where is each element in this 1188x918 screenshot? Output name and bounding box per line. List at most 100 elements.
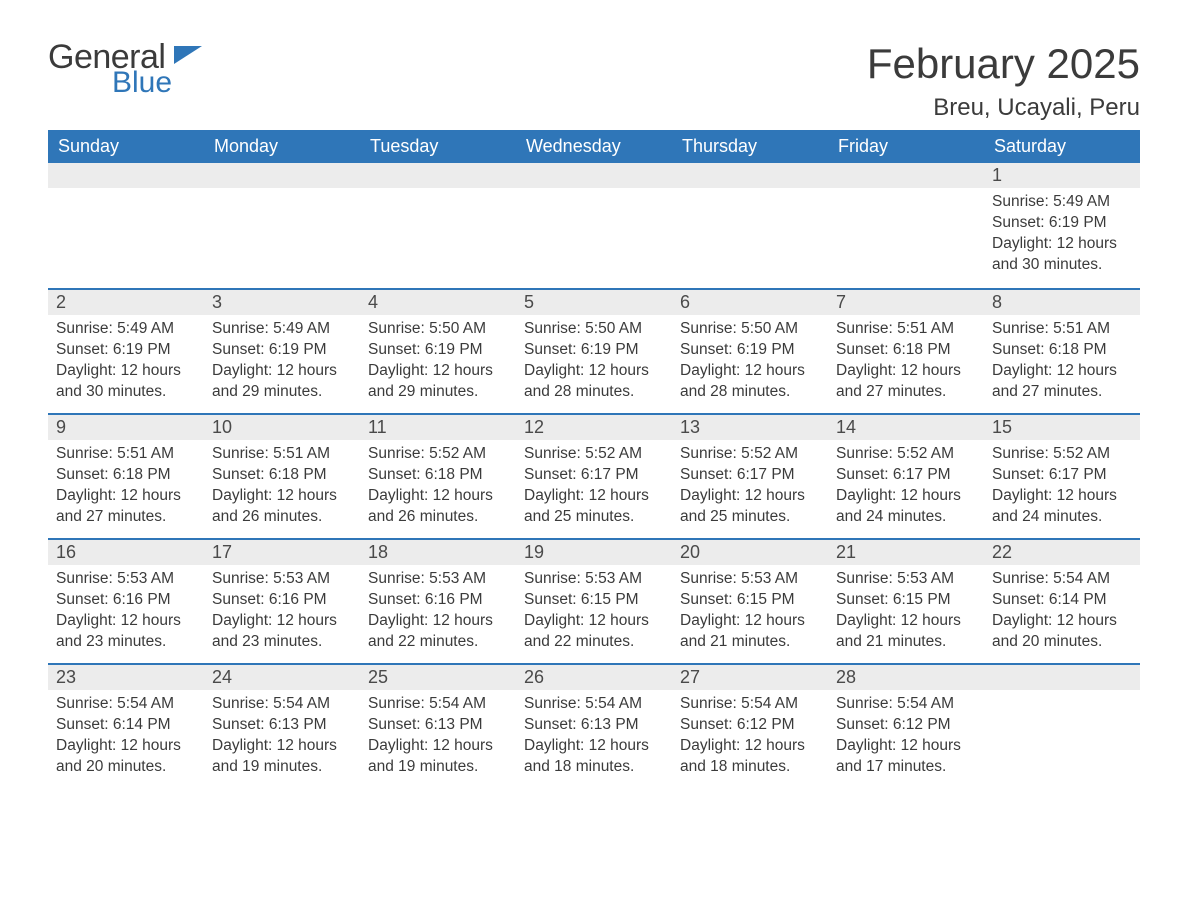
day-number-bar-empty — [984, 663, 1140, 690]
day-number: 23 — [48, 663, 204, 690]
sunset-line: Sunset: 6:19 PM — [56, 340, 196, 361]
calendar-empty-cell — [204, 163, 360, 288]
day-details: Sunrise: 5:51 AMSunset: 6:18 PMDaylight:… — [828, 315, 984, 411]
logo-text: General Blue — [48, 40, 172, 98]
day-number: 7 — [828, 288, 984, 315]
day-number-bar-empty — [48, 163, 204, 188]
sunrise-line: Sunrise: 5:50 AM — [680, 319, 820, 340]
calendar-day-cell: 15Sunrise: 5:52 AMSunset: 6:17 PMDayligh… — [984, 413, 1140, 538]
calendar-day-cell: 22Sunrise: 5:54 AMSunset: 6:14 PMDayligh… — [984, 538, 1140, 663]
daylight-line: Daylight: 12 hours and 29 minutes. — [368, 361, 508, 403]
sunset-line: Sunset: 6:17 PM — [680, 465, 820, 486]
day-body-empty — [204, 188, 360, 278]
daylight-line: Daylight: 12 hours and 28 minutes. — [524, 361, 664, 403]
daylight-line: Daylight: 12 hours and 24 minutes. — [992, 486, 1132, 528]
calendar-day-cell: 4Sunrise: 5:50 AMSunset: 6:19 PMDaylight… — [360, 288, 516, 413]
daylight-line: Daylight: 12 hours and 25 minutes. — [680, 486, 820, 528]
sunrise-line: Sunrise: 5:54 AM — [680, 694, 820, 715]
day-body-empty — [828, 188, 984, 278]
sunrise-line: Sunrise: 5:53 AM — [680, 569, 820, 590]
day-details: Sunrise: 5:54 AMSunset: 6:14 PMDaylight:… — [984, 565, 1140, 661]
day-details: Sunrise: 5:52 AMSunset: 6:17 PMDaylight:… — [984, 440, 1140, 536]
calendar-empty-cell — [360, 163, 516, 288]
day-details: Sunrise: 5:54 AMSunset: 6:13 PMDaylight:… — [204, 690, 360, 786]
daylight-line: Daylight: 12 hours and 27 minutes. — [836, 361, 976, 403]
sunset-line: Sunset: 6:14 PM — [992, 590, 1132, 611]
day-number: 19 — [516, 538, 672, 565]
weekday-header: Tuesday — [360, 130, 516, 163]
sunset-line: Sunset: 6:12 PM — [680, 715, 820, 736]
calendar-empty-cell — [828, 163, 984, 288]
day-details: Sunrise: 5:49 AMSunset: 6:19 PMDaylight:… — [48, 315, 204, 411]
day-number-bar-empty — [672, 163, 828, 188]
calendar-day-cell: 26Sunrise: 5:54 AMSunset: 6:13 PMDayligh… — [516, 663, 672, 788]
daylight-line: Daylight: 12 hours and 21 minutes. — [680, 611, 820, 653]
day-details: Sunrise: 5:49 AMSunset: 6:19 PMDaylight:… — [984, 188, 1140, 284]
calendar-empty-cell — [48, 163, 204, 288]
day-body-empty — [984, 690, 1140, 780]
daylight-line: Daylight: 12 hours and 27 minutes. — [56, 486, 196, 528]
day-number: 25 — [360, 663, 516, 690]
sunrise-line: Sunrise: 5:53 AM — [56, 569, 196, 590]
sunset-line: Sunset: 6:17 PM — [524, 465, 664, 486]
sunset-line: Sunset: 6:15 PM — [524, 590, 664, 611]
day-number: 13 — [672, 413, 828, 440]
day-number: 26 — [516, 663, 672, 690]
day-body-empty — [672, 188, 828, 278]
day-details: Sunrise: 5:52 AMSunset: 6:18 PMDaylight:… — [360, 440, 516, 536]
sunset-line: Sunset: 6:17 PM — [836, 465, 976, 486]
day-details: Sunrise: 5:54 AMSunset: 6:13 PMDaylight:… — [516, 690, 672, 786]
day-details: Sunrise: 5:51 AMSunset: 6:18 PMDaylight:… — [204, 440, 360, 536]
day-number: 9 — [48, 413, 204, 440]
calendar-day-cell: 27Sunrise: 5:54 AMSunset: 6:12 PMDayligh… — [672, 663, 828, 788]
calendar-day-cell: 17Sunrise: 5:53 AMSunset: 6:16 PMDayligh… — [204, 538, 360, 663]
daylight-line: Daylight: 12 hours and 27 minutes. — [992, 361, 1132, 403]
daylight-line: Daylight: 12 hours and 23 minutes. — [212, 611, 352, 653]
day-number: 20 — [672, 538, 828, 565]
sunset-line: Sunset: 6:12 PM — [836, 715, 976, 736]
day-number: 14 — [828, 413, 984, 440]
sunset-line: Sunset: 6:19 PM — [524, 340, 664, 361]
sunrise-line: Sunrise: 5:49 AM — [212, 319, 352, 340]
calendar-day-cell: 5 Sunrise: 5:50 AMSunset: 6:19 PMDaylight… — [516, 288, 672, 413]
calendar-empty-cell — [984, 663, 1140, 788]
calendar-day-cell: 13Sunrise: 5:52 AMSunset: 6:17 PMDayligh… — [672, 413, 828, 538]
day-details: Sunrise: 5:53 AMSunset: 6:15 PMDaylight:… — [672, 565, 828, 661]
day-details: Sunrise: 5:52 AMSunset: 6:17 PMDaylight:… — [672, 440, 828, 536]
daylight-line: Daylight: 12 hours and 21 minutes. — [836, 611, 976, 653]
daylight-line: Daylight: 12 hours and 20 minutes. — [992, 611, 1132, 653]
daylight-line: Daylight: 12 hours and 25 minutes. — [524, 486, 664, 528]
sunrise-line: Sunrise: 5:50 AM — [524, 319, 664, 340]
sunset-line: Sunset: 6:13 PM — [212, 715, 352, 736]
day-details: Sunrise: 5:53 AMSunset: 6:15 PMDaylight:… — [516, 565, 672, 661]
day-body-empty — [48, 188, 204, 278]
sunrise-line: Sunrise: 5:51 AM — [56, 444, 196, 465]
sunset-line: Sunset: 6:15 PM — [680, 590, 820, 611]
calendar-empty-cell — [516, 163, 672, 288]
sunrise-line: Sunrise: 5:53 AM — [524, 569, 664, 590]
day-details: Sunrise: 5:51 AMSunset: 6:18 PMDaylight:… — [984, 315, 1140, 411]
sunrise-line: Sunrise: 5:51 AM — [836, 319, 976, 340]
daylight-line: Daylight: 12 hours and 24 minutes. — [836, 486, 976, 528]
sunrise-line: Sunrise: 5:54 AM — [212, 694, 352, 715]
daylight-line: Daylight: 12 hours and 26 minutes. — [368, 486, 508, 528]
weekday-header: Sunday — [48, 130, 204, 163]
sunrise-line: Sunrise: 5:52 AM — [368, 444, 508, 465]
calendar-day-cell: 20Sunrise: 5:53 AMSunset: 6:15 PMDayligh… — [672, 538, 828, 663]
day-number: 16 — [48, 538, 204, 565]
day-body-empty — [360, 188, 516, 278]
calendar-table: SundayMondayTuesdayWednesdayThursdayFrid… — [48, 130, 1140, 788]
day-number: 21 — [828, 538, 984, 565]
sunset-line: Sunset: 6:14 PM — [56, 715, 196, 736]
day-details: Sunrise: 5:52 AMSunset: 6:17 PMDaylight:… — [828, 440, 984, 536]
calendar-day-cell: 25Sunrise: 5:54 AMSunset: 6:13 PMDayligh… — [360, 663, 516, 788]
calendar-day-cell: 12Sunrise: 5:52 AMSunset: 6:17 PMDayligh… — [516, 413, 672, 538]
day-number: 6 — [672, 288, 828, 315]
title-block: February 2025 Breu, Ucayali, Peru — [867, 40, 1140, 122]
day-number: 5 — [516, 288, 672, 315]
sunset-line: Sunset: 6:19 PM — [680, 340, 820, 361]
calendar-day-cell: 2Sunrise: 5:49 AMSunset: 6:19 PMDaylight… — [48, 288, 204, 413]
sunrise-line: Sunrise: 5:54 AM — [836, 694, 976, 715]
daylight-line: Daylight: 12 hours and 30 minutes. — [56, 361, 196, 403]
daylight-line: Daylight: 12 hours and 28 minutes. — [680, 361, 820, 403]
